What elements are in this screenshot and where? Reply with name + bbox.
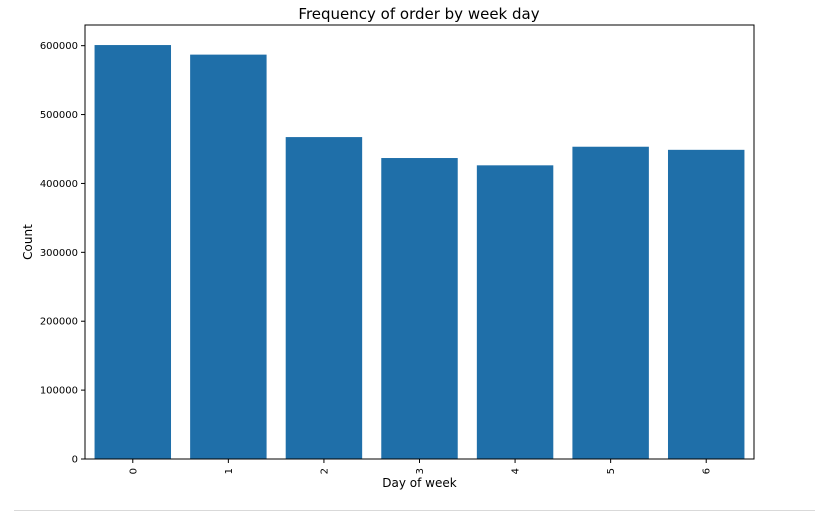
y-tick-label: 600000 xyxy=(40,41,78,52)
x-axis: 0 1 2 3 4 5 6 xyxy=(128,459,713,474)
x-tick-label: 0 xyxy=(128,468,139,474)
bar-day-2 xyxy=(285,137,363,460)
bar-day-5 xyxy=(572,146,649,459)
bars-group xyxy=(94,45,745,460)
bar-day-3 xyxy=(381,158,458,459)
y-axis-label: Count xyxy=(21,224,35,260)
y-tick-label: 200000 xyxy=(40,317,78,328)
x-tick-label: 6 xyxy=(702,468,713,474)
x-tick-label: 3 xyxy=(415,468,426,474)
bottom-divider xyxy=(14,510,815,511)
bar-day-6 xyxy=(667,149,745,459)
y-tick-label: 100000 xyxy=(40,386,78,397)
y-tick-label: 300000 xyxy=(40,248,78,259)
y-tick-label: 0 xyxy=(72,455,78,466)
y-axis: 0 100000 200000 300000 400000 500000 600000 xyxy=(40,41,85,466)
bar-day-4 xyxy=(476,165,554,459)
x-tick-label: 1 xyxy=(224,468,235,474)
x-tick-label: 5 xyxy=(606,468,617,474)
y-tick-label: 400000 xyxy=(40,179,78,190)
x-tick-label: 4 xyxy=(511,468,522,474)
x-axis-label: Day of week xyxy=(382,476,456,490)
chart-title: Frequency of order by week day xyxy=(298,5,539,23)
y-tick-label: 500000 xyxy=(40,110,78,121)
bar-day-1 xyxy=(190,54,267,459)
x-tick-label: 2 xyxy=(319,468,330,474)
bar-day-0 xyxy=(94,45,172,460)
